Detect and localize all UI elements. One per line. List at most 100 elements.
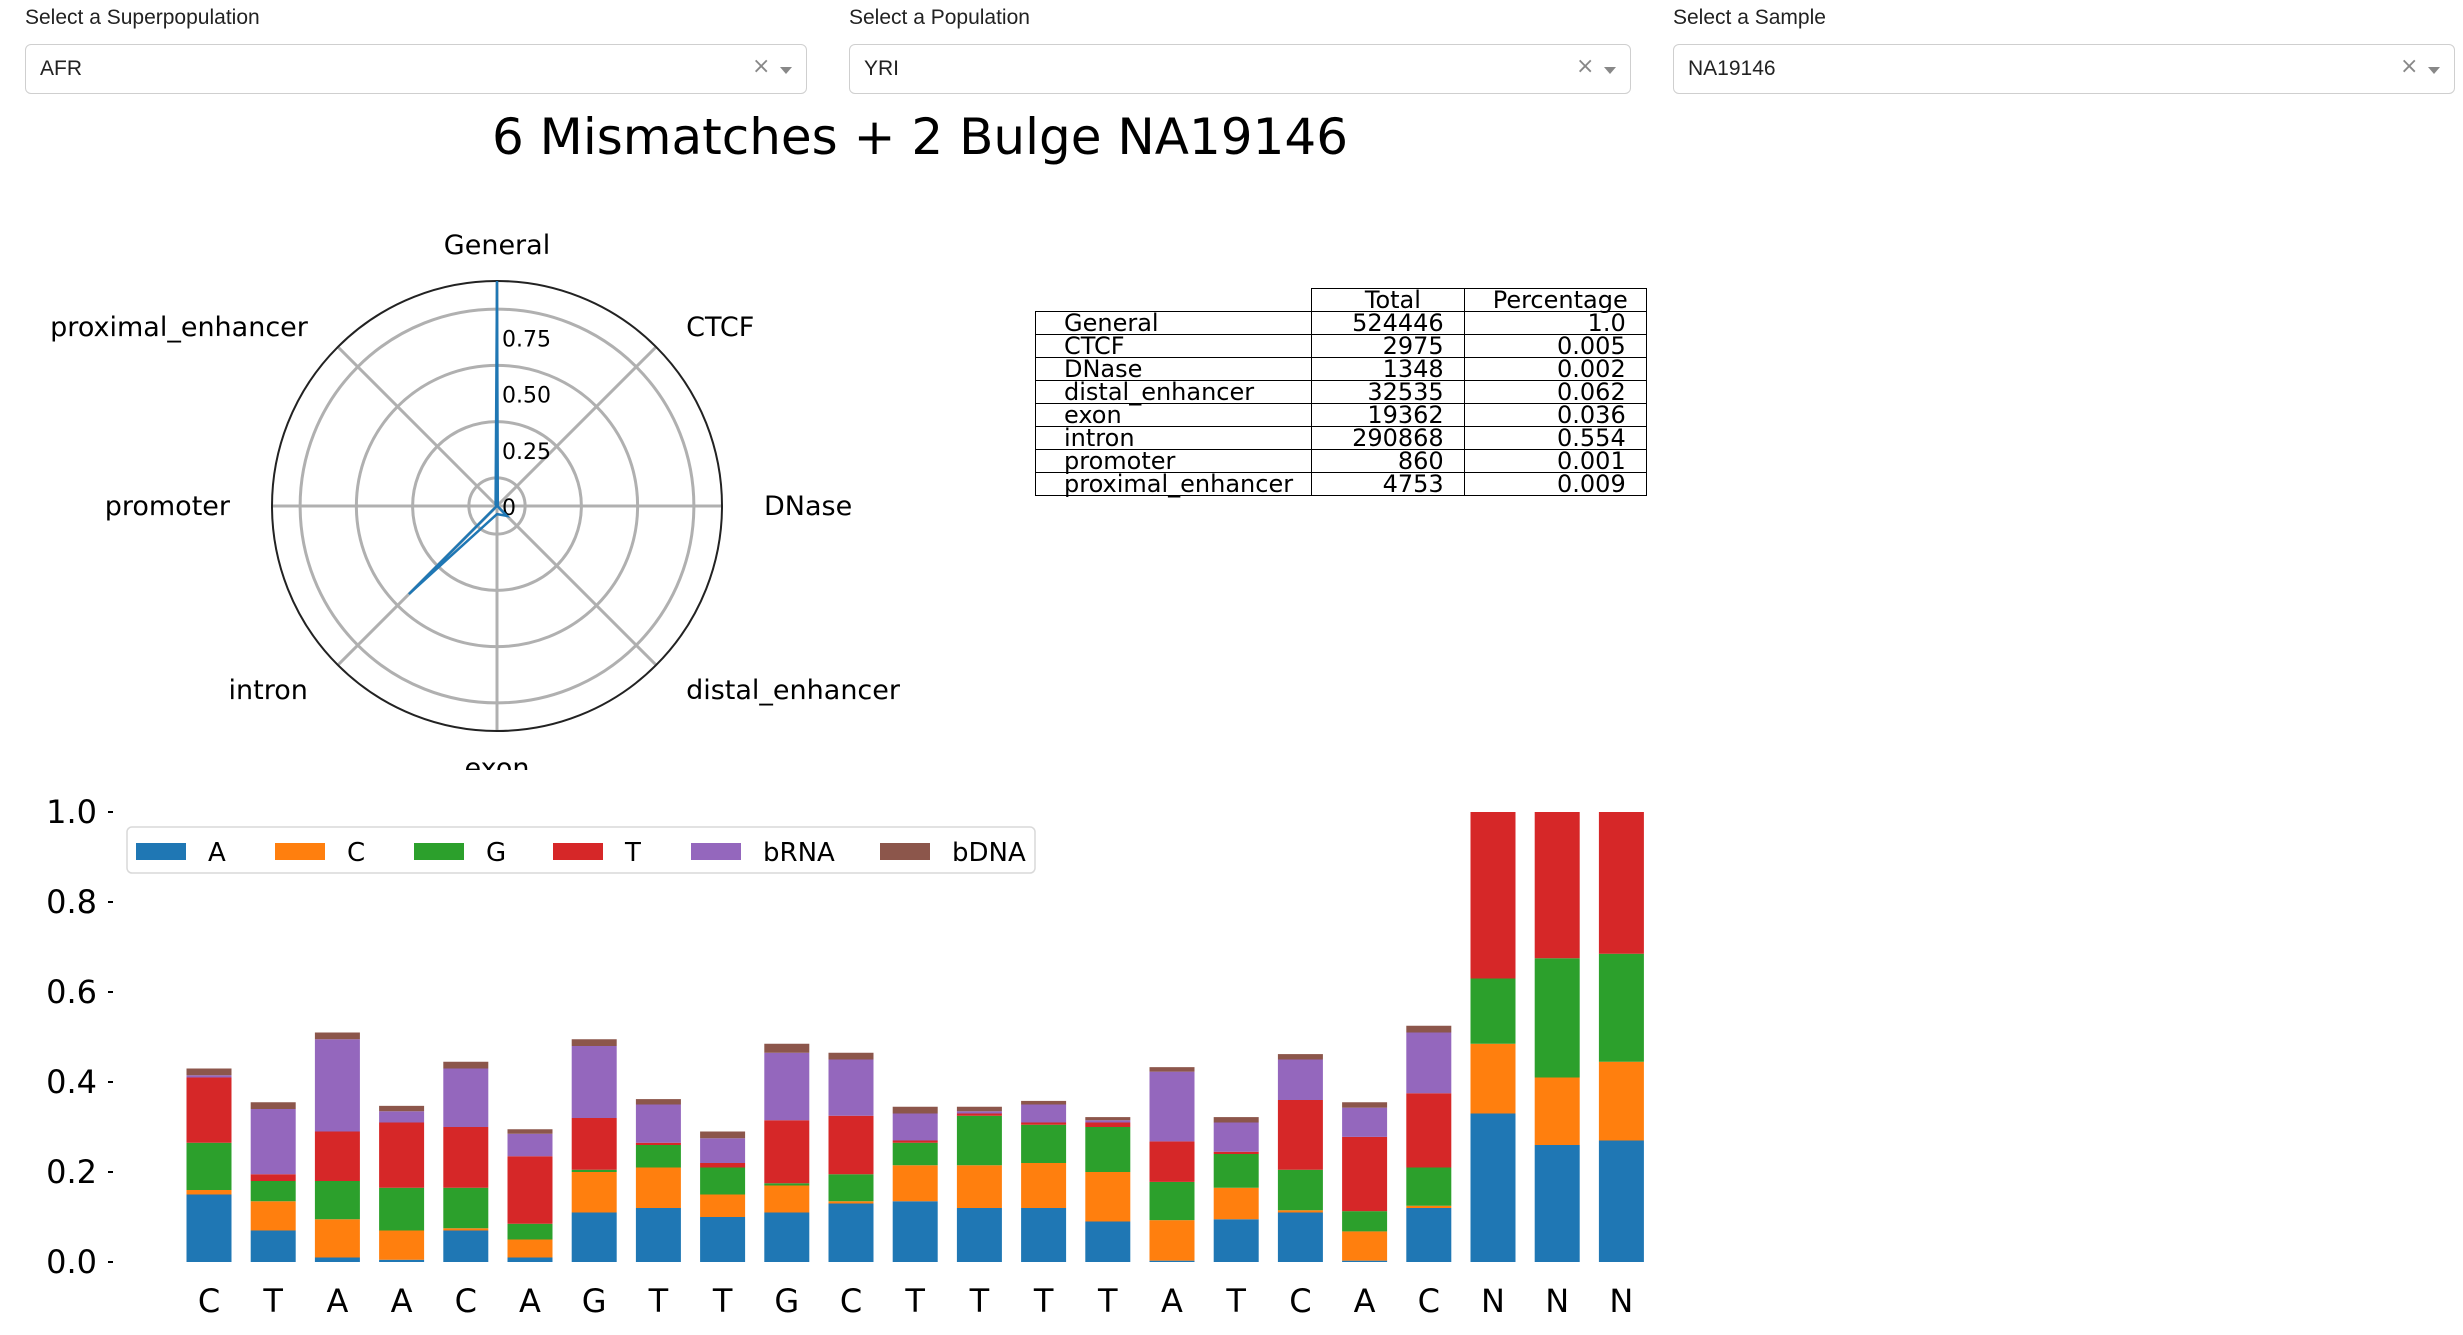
bar-segment-bdna <box>1021 1100 1067 1105</box>
sample-dropdown-icon[interactable] <box>2428 67 2440 74</box>
bar-segment-bdna <box>1213 1117 1259 1123</box>
bar-segment-t <box>1470 812 1516 979</box>
bar-segment-bdna <box>1342 1102 1388 1108</box>
bar-segment-t <box>1085 1122 1131 1127</box>
bar-segment-a <box>314 1257 360 1262</box>
row-percentage: 0.009 <box>1463 472 1647 496</box>
bar-segment-bdna <box>186 1068 232 1076</box>
legend-label: G <box>486 838 506 868</box>
bar-segment-t <box>250 1174 296 1181</box>
bar-segment-t <box>1534 812 1580 959</box>
clear-sample-icon[interactable]: × <box>2400 54 2419 79</box>
y-tick-label: 0.2 <box>46 1153 97 1191</box>
clear-population-icon[interactable]: × <box>1576 54 1595 79</box>
table-row: exon 19362 0.036 <box>1034 403 1647 427</box>
radar-tick-label: 0.25 <box>502 440 551 465</box>
bar-segment-brna <box>1213 1122 1259 1152</box>
bar-segment-a <box>828 1203 874 1262</box>
table-row: General 524446 1.0 <box>1034 311 1647 335</box>
bar-segment-brna <box>1085 1120 1131 1123</box>
bar-segment-brna <box>1406 1032 1452 1094</box>
bar-segment-brna <box>828 1059 874 1116</box>
bar-segment-brna <box>314 1039 360 1132</box>
bar-segment-brna <box>1149 1071 1195 1142</box>
bar-segment-g <box>443 1187 489 1229</box>
bar-segment-bdna <box>700 1131 746 1139</box>
x-tick-label: C <box>840 1282 862 1320</box>
x-tick-label: C <box>1289 1282 1311 1320</box>
x-tick-label: T <box>712 1282 733 1320</box>
bar-segment-a <box>443 1230 489 1262</box>
legend-swatch-c <box>275 843 325 860</box>
bar-segment-g <box>571 1169 617 1172</box>
bar-segment-g <box>828 1174 874 1202</box>
superpopulation-dropdown-icon[interactable] <box>780 67 792 74</box>
bar-segment-t <box>1021 1122 1067 1125</box>
bar-segment-t <box>379 1122 425 1188</box>
bar-segment-g <box>1149 1181 1195 1221</box>
table-row: proximal_enhancer 4753 0.009 <box>1034 472 1647 496</box>
legend-swatch-g <box>414 843 464 860</box>
bar-segment-bdna <box>956 1106 1002 1112</box>
bar-segment-a <box>764 1212 810 1262</box>
bar-segment-t <box>507 1156 553 1224</box>
bar-segment-t <box>1149 1141 1195 1182</box>
bar-segment-bdna <box>1406 1025 1452 1033</box>
bar-segment-bdna <box>635 1099 681 1105</box>
bar-segment-a <box>186 1194 232 1262</box>
figure-title: 6 Mismatches + 2 Bulge NA19146 <box>491 108 1349 166</box>
y-tick-label: 0.4 <box>46 1063 97 1101</box>
bar-segment-g <box>1085 1127 1131 1172</box>
radar-spoke <box>495 345 658 508</box>
y-tick-label: 0.8 <box>46 883 97 921</box>
x-tick-label: T <box>1033 1282 1054 1320</box>
bar-segment-t <box>443 1127 489 1188</box>
row-total: 524446 <box>1311 311 1465 335</box>
bar-segment-t <box>956 1113 1002 1116</box>
bar-segment-g <box>700 1167 746 1195</box>
bar-segment-t <box>571 1118 617 1170</box>
bar-segment-t <box>1406 1093 1452 1168</box>
bar-segment-g <box>1406 1167 1452 1206</box>
population-select[interactable]: YRI × <box>849 44 1631 94</box>
bar-segment-brna <box>250 1109 296 1175</box>
x-tick-label: T <box>648 1282 669 1320</box>
bar-segment-a <box>1342 1260 1388 1262</box>
bar-segment-t <box>1213 1151 1259 1154</box>
bar-segment-g <box>1534 958 1580 1078</box>
bar-segment-a <box>700 1217 746 1262</box>
x-tick-label: T <box>262 1282 283 1320</box>
y-tick-label: 0.6 <box>46 973 97 1011</box>
x-tick-label: A <box>1161 1282 1183 1320</box>
table-header-percentage: Percentage <box>1463 288 1647 312</box>
row-percentage: 0.036 <box>1463 403 1647 427</box>
legend-label: C <box>347 838 365 868</box>
sample-select[interactable]: NA19146 × <box>1673 44 2455 94</box>
table-header-row: Total Percentage <box>1036 288 1647 312</box>
population-dropdown-icon[interactable] <box>1604 67 1616 74</box>
bar-segment-bdna <box>764 1043 810 1053</box>
bar-segment-c <box>1085 1172 1131 1222</box>
y-tick-label: 0.0 <box>46 1243 97 1281</box>
bar-segment-bdna <box>892 1106 938 1114</box>
bar-segment-c <box>1534 1077 1580 1145</box>
row-label: intron <box>1034 426 1313 450</box>
row-label: distal_enhancer <box>1034 380 1313 404</box>
population-label: Select a Population <box>849 6 1030 29</box>
bar-segment-brna <box>507 1133 553 1157</box>
x-tick-label: T <box>1097 1282 1118 1320</box>
radar-category-label: DNase <box>764 491 852 522</box>
region-stats-table: Total Percentage General 524446 1.0 CTCF 297… <box>1034 288 1647 496</box>
superpopulation-select[interactable]: AFR × <box>25 44 807 94</box>
bar-segment-c <box>700 1194 746 1217</box>
radar-category-label: distal_enhancer <box>686 675 901 706</box>
x-tick-label: A <box>391 1282 413 1320</box>
bar-segment-g <box>1021 1124 1067 1163</box>
bar-segment-a <box>635 1208 681 1262</box>
bar-segment-c <box>1213 1187 1259 1220</box>
bar-segment-bdna <box>1277 1054 1323 1060</box>
clear-superpopulation-icon[interactable]: × <box>752 54 771 79</box>
bar-segment-brna <box>892 1113 938 1141</box>
legend-swatch-brna <box>691 843 741 860</box>
radar-tick-label: 0.50 <box>502 384 551 409</box>
